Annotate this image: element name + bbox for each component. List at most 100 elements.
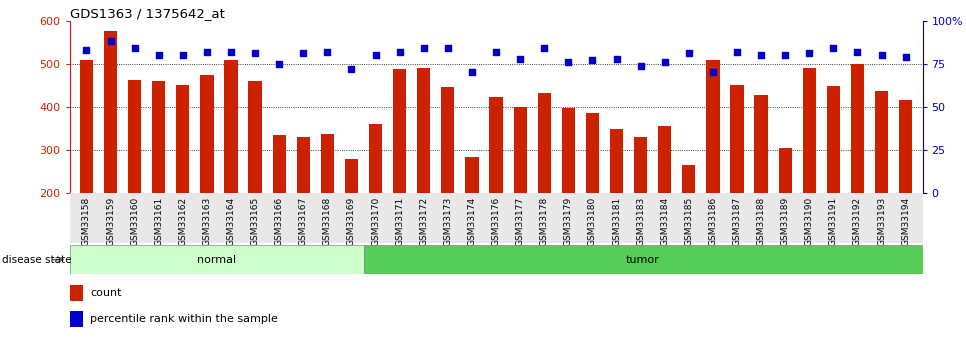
Point	[465, 70, 480, 75]
Bar	[297, 137, 310, 193]
Text: GSM33169: GSM33169	[347, 197, 355, 246]
Bar	[248, 81, 262, 193]
Point	[127, 46, 142, 51]
Point	[657, 59, 672, 65]
Point	[175, 52, 190, 58]
Point	[753, 52, 769, 58]
Bar	[200, 75, 213, 193]
Text: GSM33164: GSM33164	[226, 197, 236, 246]
Bar	[682, 165, 696, 193]
Point	[320, 49, 335, 55]
Bar	[490, 98, 502, 193]
Point	[488, 49, 504, 55]
Bar	[466, 157, 478, 193]
Bar	[538, 93, 551, 193]
Bar	[827, 86, 840, 193]
Text: normal: normal	[197, 255, 236, 265]
Point	[705, 70, 721, 75]
Point	[609, 56, 624, 61]
Text: GSM33170: GSM33170	[371, 197, 380, 246]
Bar	[658, 126, 671, 193]
Text: GSM33173: GSM33173	[443, 197, 452, 246]
Bar	[754, 95, 768, 193]
Point	[368, 52, 384, 58]
Bar	[70, 285, 83, 301]
Text: percentile rank within the sample: percentile rank within the sample	[90, 314, 278, 324]
Bar	[176, 86, 189, 193]
Text: GSM33174: GSM33174	[468, 197, 476, 246]
Point	[874, 52, 890, 58]
Text: GSM33189: GSM33189	[781, 197, 789, 246]
Bar	[272, 135, 286, 193]
Point	[102, 39, 118, 44]
Bar	[80, 60, 93, 193]
Point	[584, 58, 600, 63]
Text: GSM33179: GSM33179	[564, 197, 573, 246]
Text: GSM33194: GSM33194	[901, 197, 910, 246]
Bar	[321, 134, 334, 193]
Bar	[70, 310, 83, 327]
Bar	[104, 31, 117, 193]
Bar	[585, 114, 599, 193]
Text: tumor: tumor	[626, 255, 660, 265]
Text: GSM33193: GSM33193	[877, 197, 886, 246]
Point	[416, 46, 432, 51]
Text: GSM33163: GSM33163	[203, 197, 212, 246]
Point	[898, 54, 914, 60]
Bar	[369, 124, 383, 193]
Bar	[561, 108, 575, 193]
Point	[247, 51, 263, 56]
Text: GSM33181: GSM33181	[612, 197, 621, 246]
Text: GSM33159: GSM33159	[106, 197, 115, 246]
Text: GSM33187: GSM33187	[732, 197, 742, 246]
Text: GSM33180: GSM33180	[588, 197, 597, 246]
Bar	[417, 68, 431, 193]
Text: GSM33166: GSM33166	[274, 197, 284, 246]
Bar	[363, 245, 923, 274]
Point	[802, 51, 817, 56]
Text: GSM33158: GSM33158	[82, 197, 91, 246]
Point	[560, 59, 576, 65]
Bar	[851, 64, 865, 193]
Point	[271, 61, 287, 67]
Bar	[393, 69, 407, 193]
Point	[440, 46, 456, 51]
Point	[536, 46, 552, 51]
Bar	[706, 60, 720, 193]
Text: GSM33161: GSM33161	[155, 197, 163, 246]
Point	[78, 47, 94, 53]
Point	[681, 51, 696, 56]
Text: GSM33188: GSM33188	[756, 197, 766, 246]
Text: GSM33172: GSM33172	[419, 197, 428, 246]
Bar	[610, 129, 623, 193]
Point	[729, 49, 745, 55]
Text: GSM33167: GSM33167	[298, 197, 308, 246]
Text: GDS1363 / 1375642_at: GDS1363 / 1375642_at	[70, 7, 224, 20]
Point	[633, 63, 648, 68]
Bar	[875, 91, 888, 193]
Text: GSM33165: GSM33165	[250, 197, 260, 246]
Text: GSM33162: GSM33162	[179, 197, 187, 246]
Text: GSM33171: GSM33171	[395, 197, 404, 246]
Text: GSM33176: GSM33176	[492, 197, 500, 246]
Text: GSM33185: GSM33185	[684, 197, 694, 246]
Point	[392, 49, 408, 55]
Point	[151, 52, 166, 58]
Bar	[779, 148, 792, 193]
Text: GSM33178: GSM33178	[540, 197, 549, 246]
Point	[850, 49, 866, 55]
Text: GSM33184: GSM33184	[660, 197, 669, 246]
Bar	[70, 245, 363, 274]
Text: GSM33190: GSM33190	[805, 197, 813, 246]
Text: GSM33186: GSM33186	[708, 197, 718, 246]
Text: disease state: disease state	[2, 255, 71, 265]
Point	[826, 46, 841, 51]
Point	[296, 51, 311, 56]
Bar	[224, 60, 238, 193]
Bar	[128, 80, 141, 193]
Point	[344, 66, 359, 72]
Text: GSM33191: GSM33191	[829, 197, 838, 246]
Point	[199, 49, 214, 55]
Bar	[803, 68, 816, 193]
Text: GSM33183: GSM33183	[637, 197, 645, 246]
